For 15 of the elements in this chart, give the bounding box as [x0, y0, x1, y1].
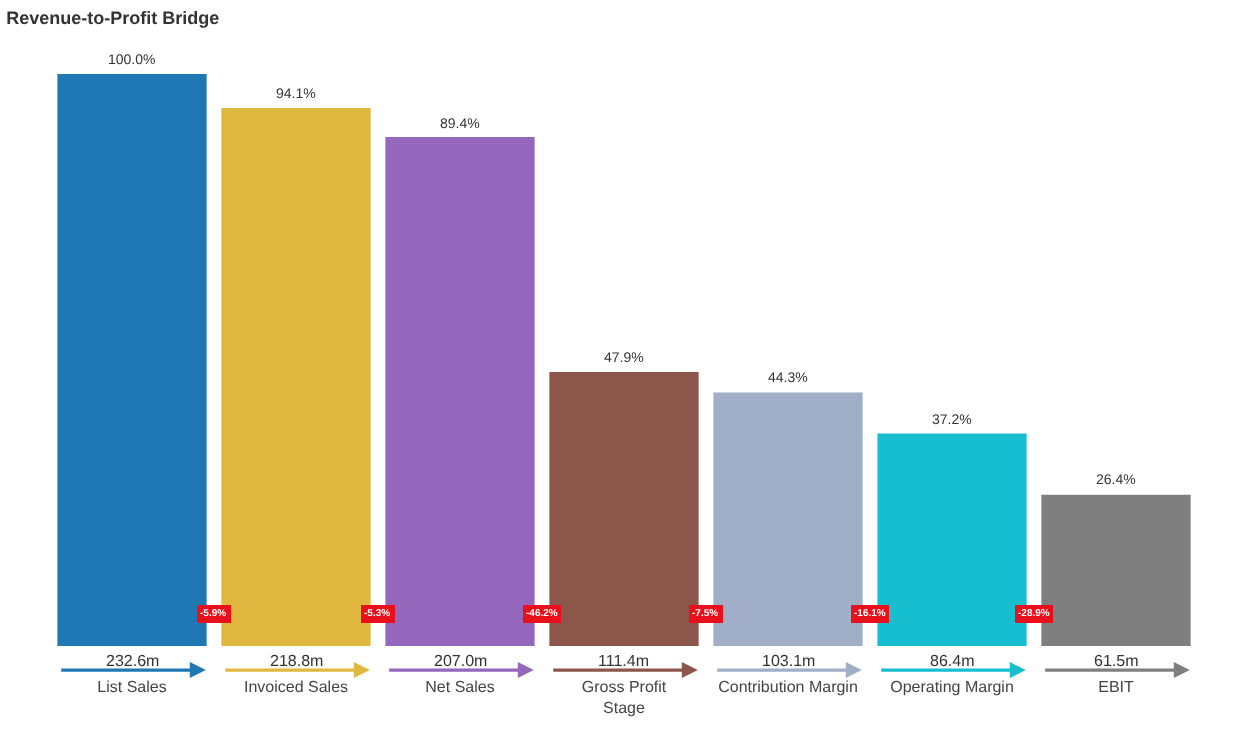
- data-label: 218.8m: [270, 652, 325, 670]
- x-tick-label: Net Sales: [425, 678, 495, 696]
- data-label: 86.4m: [930, 652, 976, 670]
- x-tick-label: Operating Margin: [890, 678, 1014, 696]
- data-label: 111.4m: [598, 652, 650, 670]
- chart-title: Revenue-to-Profit Bridge: [6, 7, 220, 28]
- data-label: 207.0m: [434, 652, 489, 670]
- x-tick-label: List Sales: [97, 678, 167, 696]
- x-tick-label: Contribution Margin: [718, 678, 858, 696]
- data-label: 103.1m: [762, 652, 817, 670]
- data-label: 232.6m: [106, 652, 161, 670]
- x-tick-label: Gross Profit Stage: [581, 678, 668, 717]
- data-label: 61.5m: [1094, 652, 1140, 670]
- x-tick-label: EBIT: [1098, 678, 1135, 696]
- x-tick-label: Invoiced Sales: [243, 678, 349, 696]
